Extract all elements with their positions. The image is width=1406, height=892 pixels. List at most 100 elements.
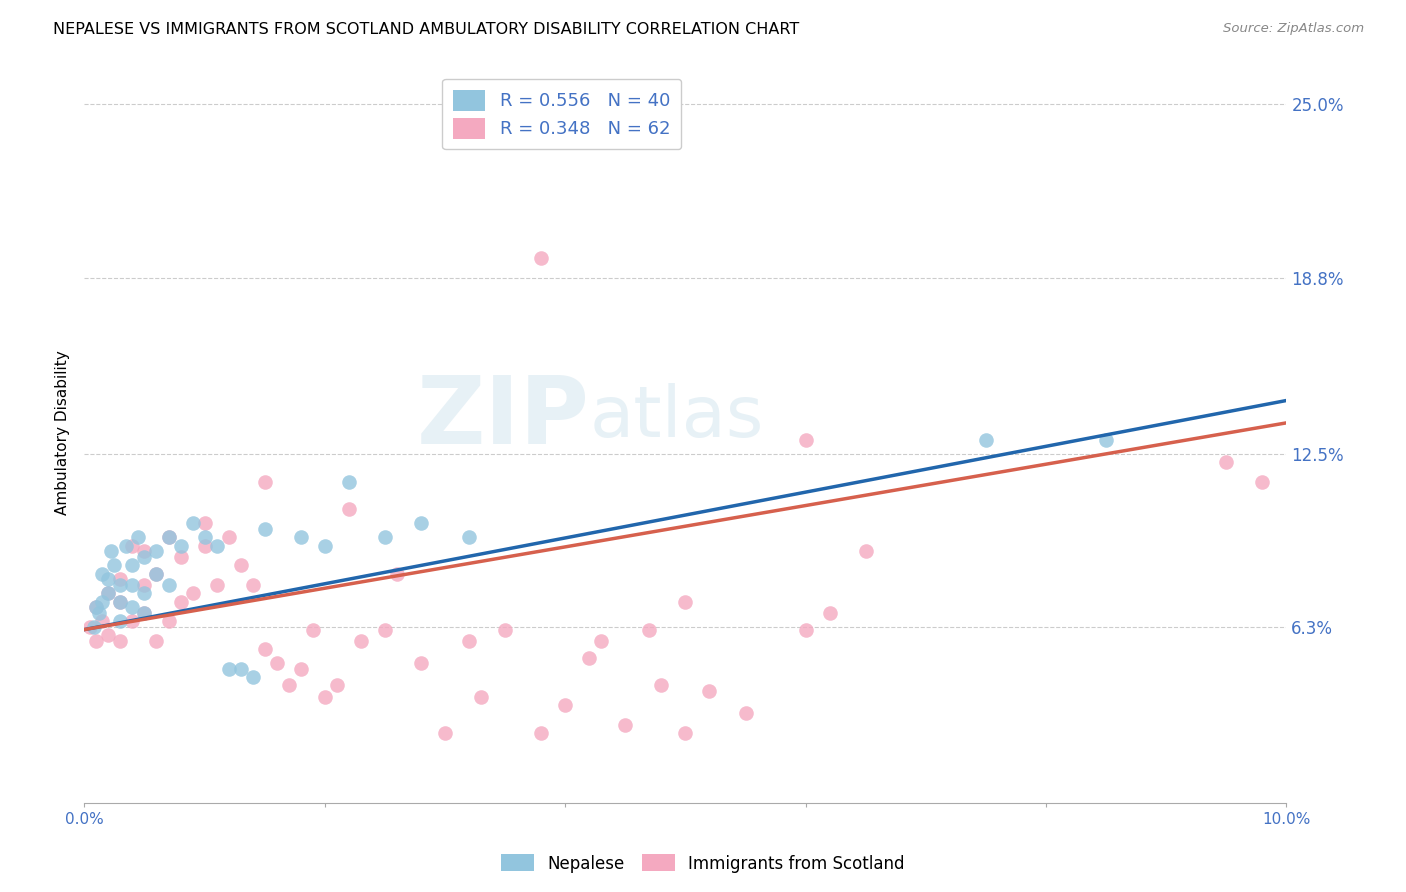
Point xyxy=(409,656,432,670)
Point xyxy=(181,586,204,600)
Point xyxy=(134,549,156,564)
Point xyxy=(86,633,108,648)
Point xyxy=(134,606,156,620)
Point xyxy=(110,633,132,648)
Point xyxy=(326,678,349,692)
Point xyxy=(290,530,312,544)
Legend: Nepalese, Immigrants from Scotland: Nepalese, Immigrants from Scotland xyxy=(495,847,911,880)
Point xyxy=(194,516,217,531)
Point xyxy=(97,628,120,642)
Point xyxy=(145,566,167,581)
Point xyxy=(157,578,180,592)
Point xyxy=(734,706,756,721)
Point xyxy=(110,594,132,608)
Point xyxy=(97,572,120,586)
Point xyxy=(169,549,191,564)
Point xyxy=(205,578,228,592)
Point xyxy=(100,544,122,558)
Point xyxy=(434,726,457,740)
Point xyxy=(314,690,336,704)
Point xyxy=(229,558,252,573)
Point xyxy=(675,594,697,608)
Point xyxy=(458,530,481,544)
Point xyxy=(91,566,114,581)
Point xyxy=(157,614,180,628)
Point xyxy=(530,251,553,265)
Text: atlas: atlas xyxy=(589,384,763,452)
Point xyxy=(290,662,312,676)
Point xyxy=(115,539,138,553)
Point xyxy=(818,606,841,620)
Point xyxy=(194,530,217,544)
Point xyxy=(229,662,252,676)
Legend: R = 0.556   N = 40, R = 0.348   N = 62: R = 0.556 N = 40, R = 0.348 N = 62 xyxy=(441,78,681,150)
Point xyxy=(614,717,637,731)
Point xyxy=(205,539,228,553)
Point xyxy=(169,539,191,553)
Point xyxy=(409,516,432,531)
Point xyxy=(253,522,276,536)
Point xyxy=(79,620,101,634)
Point xyxy=(591,633,613,648)
Point xyxy=(97,586,120,600)
Point xyxy=(314,539,336,553)
Point xyxy=(121,578,143,592)
Point xyxy=(134,544,156,558)
Y-axis label: Ambulatory Disability: Ambulatory Disability xyxy=(55,351,70,515)
Point xyxy=(87,606,110,620)
Text: ZIP: ZIP xyxy=(416,372,589,464)
Point xyxy=(1215,455,1237,469)
Point xyxy=(650,678,672,692)
Point xyxy=(638,623,661,637)
Point xyxy=(218,662,240,676)
Point xyxy=(169,594,191,608)
Point xyxy=(794,623,817,637)
Point xyxy=(699,684,721,698)
Point xyxy=(266,656,288,670)
Point xyxy=(134,586,156,600)
Point xyxy=(110,578,132,592)
Point xyxy=(374,530,396,544)
Point xyxy=(86,600,108,615)
Point xyxy=(794,433,817,447)
Point xyxy=(145,633,167,648)
Point xyxy=(86,600,108,615)
Point xyxy=(1095,433,1118,447)
Point xyxy=(134,578,156,592)
Point xyxy=(145,544,167,558)
Point xyxy=(253,642,276,657)
Point xyxy=(103,558,125,573)
Point xyxy=(121,614,143,628)
Point xyxy=(337,502,360,516)
Point xyxy=(145,566,167,581)
Point xyxy=(242,578,264,592)
Point xyxy=(458,633,481,648)
Point xyxy=(134,606,156,620)
Point xyxy=(253,475,276,489)
Point xyxy=(494,623,516,637)
Point xyxy=(277,678,299,692)
Point xyxy=(855,544,877,558)
Point xyxy=(181,516,204,531)
Point xyxy=(97,586,120,600)
Point xyxy=(91,594,114,608)
Point xyxy=(385,566,408,581)
Point xyxy=(974,433,997,447)
Point xyxy=(337,475,360,489)
Point xyxy=(91,614,114,628)
Point xyxy=(470,690,492,704)
Point xyxy=(127,530,149,544)
Point xyxy=(350,633,373,648)
Point xyxy=(110,614,132,628)
Point xyxy=(157,530,180,544)
Point xyxy=(110,572,132,586)
Point xyxy=(301,623,323,637)
Point xyxy=(121,539,143,553)
Point xyxy=(194,539,217,553)
Text: NEPALESE VS IMMIGRANTS FROM SCOTLAND AMBULATORY DISABILITY CORRELATION CHART: NEPALESE VS IMMIGRANTS FROM SCOTLAND AMB… xyxy=(53,22,800,37)
Point xyxy=(242,670,264,684)
Text: Source: ZipAtlas.com: Source: ZipAtlas.com xyxy=(1223,22,1364,36)
Point xyxy=(1251,475,1274,489)
Point xyxy=(578,650,600,665)
Point xyxy=(554,698,576,712)
